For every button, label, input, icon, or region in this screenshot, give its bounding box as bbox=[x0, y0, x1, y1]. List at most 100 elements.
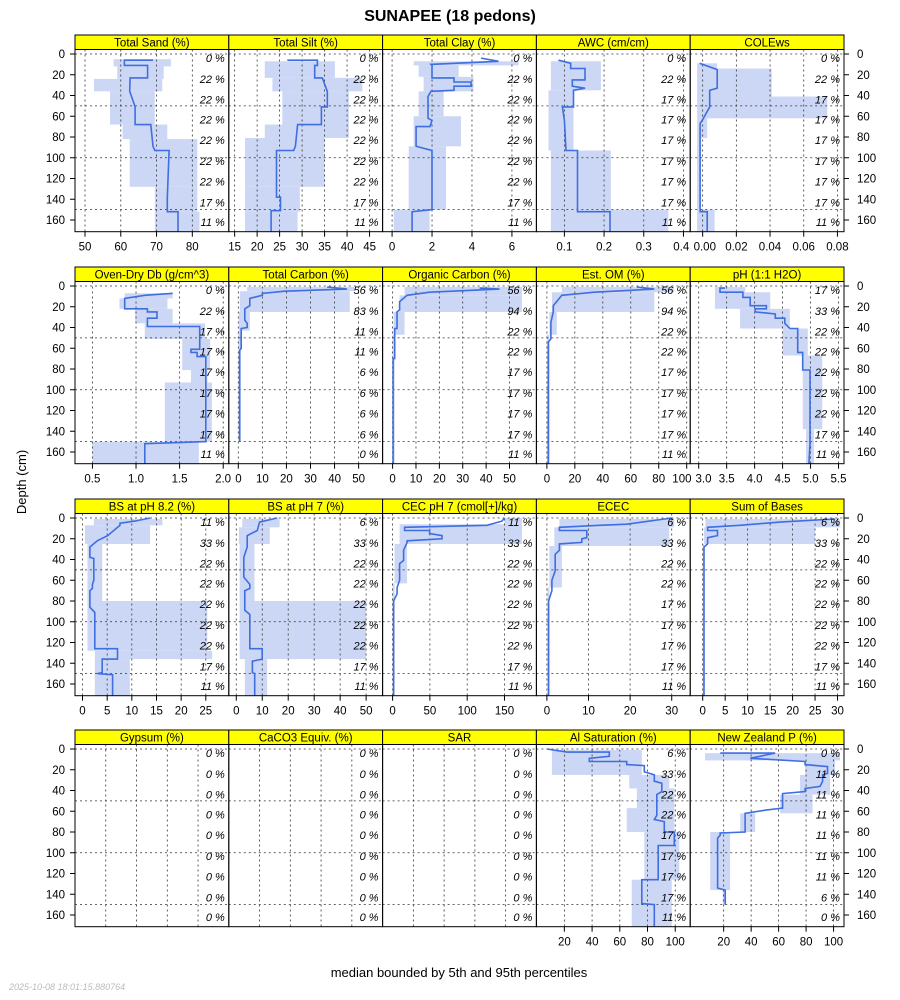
percentile-band bbox=[629, 774, 670, 789]
pct-label: 22 % bbox=[506, 156, 532, 168]
percentile-band bbox=[94, 650, 213, 660]
pct-label: 11 % bbox=[508, 681, 532, 693]
x-tick-label: 4.5 bbox=[775, 474, 791, 486]
pct-label: 17 % bbox=[661, 892, 686, 904]
x-tick-label: 20 bbox=[558, 937, 571, 949]
pct-label: 17 % bbox=[507, 197, 532, 209]
pct-label: 17 % bbox=[815, 156, 840, 168]
pct-label: 6 % bbox=[667, 517, 686, 529]
pct-label: 22 % bbox=[506, 346, 532, 358]
pct-label: 11 % bbox=[201, 681, 225, 693]
pct-label: 22 % bbox=[199, 559, 225, 571]
x-tick-label: 100 bbox=[666, 937, 685, 949]
x-tick-label: 0 bbox=[79, 706, 85, 718]
x-tick-label: 10 bbox=[410, 474, 423, 486]
percentile-band bbox=[190, 370, 208, 383]
x-tick-label: 25 bbox=[273, 242, 286, 254]
plot-area bbox=[382, 49, 537, 232]
plot-area bbox=[536, 513, 691, 696]
x-tick-label: 5.0 bbox=[803, 474, 819, 486]
pct-label: 83 % bbox=[354, 306, 379, 318]
pct-label: 0 % bbox=[206, 872, 225, 884]
y-tick-label: 120 bbox=[857, 406, 876, 418]
pct-label: 22 % bbox=[199, 114, 225, 126]
percentile-band bbox=[697, 68, 772, 97]
median-line bbox=[558, 59, 611, 232]
pct-label: 11 % bbox=[816, 830, 840, 842]
y-tick-label: 140 bbox=[857, 194, 876, 206]
pct-label: 22 % bbox=[199, 135, 225, 147]
plot-area bbox=[536, 281, 691, 464]
median-line bbox=[546, 748, 676, 927]
pct-label: 22 % bbox=[506, 74, 532, 86]
x-tick-label: 15 bbox=[764, 706, 777, 718]
panels: 0 % 22 % 22 % 22 % 22 % 22 % 22 % 17 % 11 % Total… bbox=[46, 34, 876, 949]
pct-label: 22 % bbox=[814, 578, 840, 590]
x-tick-label: 60 bbox=[613, 937, 626, 949]
pct-label: 0 % bbox=[360, 830, 379, 842]
pct-label: 11 % bbox=[354, 346, 378, 358]
x-tick-label: 2 bbox=[429, 242, 435, 254]
pct-label: 0 % bbox=[360, 53, 379, 65]
y-tick-label: 60 bbox=[52, 343, 65, 355]
y-tick-label: 80 bbox=[52, 132, 65, 144]
panel-title: Sum of Bases bbox=[731, 502, 803, 514]
pct-label: 0 % bbox=[360, 748, 379, 760]
y-tick-label: 20 bbox=[52, 534, 65, 546]
y-tick-label: 140 bbox=[46, 658, 65, 670]
panel-al-saturation: 6 % 33 % 22 % 22 % 17 % 17 % 17 % 17 % 11 % Al Sa… bbox=[535, 729, 691, 949]
y-tick-label: 20 bbox=[857, 765, 870, 777]
plot-area bbox=[75, 744, 229, 927]
panel-title: New Zealand P (%) bbox=[717, 733, 817, 745]
percentile-band bbox=[697, 209, 715, 232]
percentile-band bbox=[272, 77, 363, 92]
panel-new-zealand-p: 0 % 11 % 11 % 11 % 11 % 11 % 11 % 6 % 0 % New Zea… bbox=[689, 729, 876, 949]
pct-label: 22 % bbox=[506, 599, 532, 611]
plot-area bbox=[228, 49, 383, 232]
panel-bs-at-ph-8-2: 11 % 33 % 22 % 22 % 22 % 22 % 22 % 17 % 11 % BS a… bbox=[46, 498, 230, 718]
x-tick-label: 20 bbox=[251, 242, 264, 254]
y-tick-label: 20 bbox=[857, 534, 870, 546]
pct-label: 33 % bbox=[507, 538, 532, 550]
panel-cec-ph-7-cmol-kg: 11 % 33 % 22 % 22 % 22 % 22 % 22 % 17 % 11 % CEC … bbox=[382, 498, 537, 718]
plot-area bbox=[75, 49, 229, 232]
pct-label: 17 % bbox=[661, 135, 686, 147]
pct-label: 11 % bbox=[201, 517, 225, 529]
pct-label: 22 % bbox=[814, 620, 840, 632]
pct-label: 22 % bbox=[506, 641, 532, 653]
percentile-band bbox=[399, 295, 522, 312]
pct-label: 0 % bbox=[513, 851, 532, 863]
percentile-band bbox=[113, 59, 171, 67]
y-tick-label: 160 bbox=[46, 910, 65, 922]
percentile-band bbox=[697, 96, 828, 119]
y-tick-label: 120 bbox=[857, 869, 876, 881]
pct-label: 0 % bbox=[821, 53, 840, 65]
x-tick-label: 50 bbox=[79, 242, 92, 254]
percentile-band bbox=[119, 298, 168, 309]
x-tick-label: 60 bbox=[772, 937, 785, 949]
x-tick-label: 3.0 bbox=[696, 474, 712, 486]
pct-label: 33 % bbox=[661, 538, 686, 550]
panel-sum-of-bases: 6 % 33 % 22 % 22 % 22 % 22 % 22 % 17 % 11 % Sum o… bbox=[689, 498, 876, 718]
pct-label: 0 % bbox=[821, 912, 840, 924]
x-tick-label: 60 bbox=[114, 242, 127, 254]
panel-caco3-equiv: 0 % 0 % 0 % 0 % 0 % 0 % 0 % 0 % 0 % CaCO3 Equiv. … bbox=[228, 729, 384, 928]
pct-label: 6 % bbox=[821, 517, 840, 529]
x-tick-label: 0.1 bbox=[556, 242, 572, 254]
y-tick-label: 40 bbox=[52, 323, 65, 335]
pct-label: 22 % bbox=[353, 156, 379, 168]
pct-label: 22 % bbox=[660, 327, 686, 339]
x-tick-label: 0.5 bbox=[84, 474, 100, 486]
plot-area bbox=[228, 744, 383, 927]
pct-label: 0 % bbox=[206, 912, 225, 924]
y-tick-label: 0 bbox=[857, 281, 863, 293]
x-tick-label: 150 bbox=[495, 706, 514, 718]
median-line bbox=[716, 752, 829, 905]
percentile-band bbox=[413, 116, 461, 147]
pct-label: 17 % bbox=[815, 114, 840, 126]
y-tick-label: 120 bbox=[857, 174, 876, 186]
percentile-band bbox=[238, 311, 250, 331]
percentile-band bbox=[239, 543, 255, 601]
x-tick-label: 30 bbox=[308, 706, 321, 718]
percentile-band bbox=[550, 61, 601, 91]
